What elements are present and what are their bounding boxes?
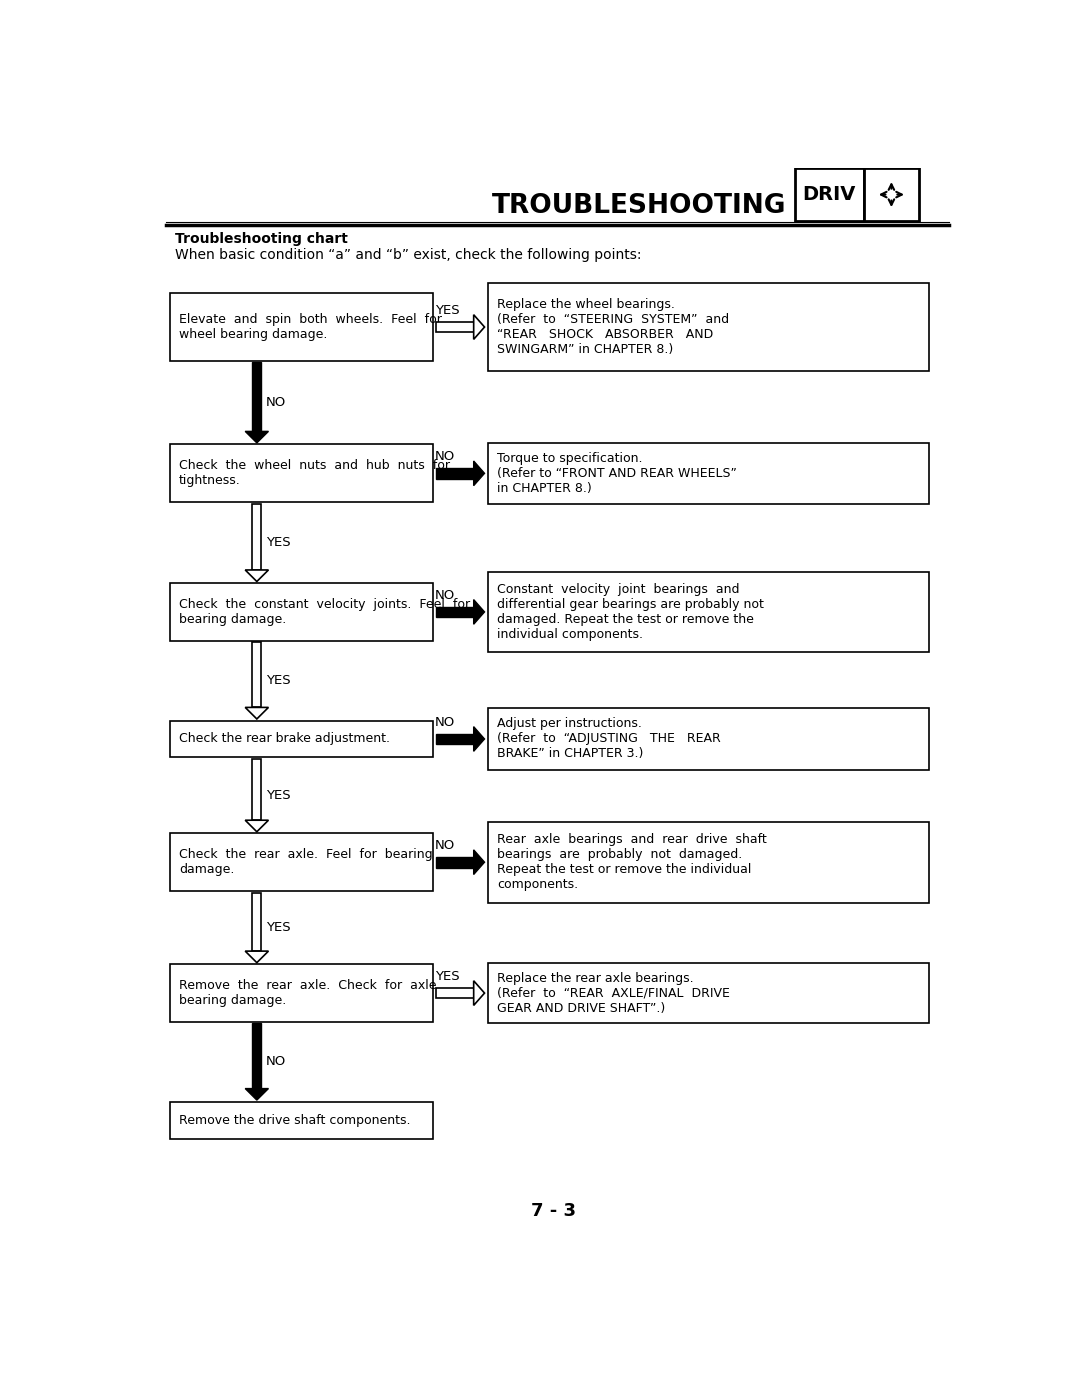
Polygon shape bbox=[245, 432, 269, 443]
Text: NO: NO bbox=[435, 840, 455, 852]
FancyBboxPatch shape bbox=[170, 721, 433, 757]
FancyBboxPatch shape bbox=[488, 821, 930, 902]
FancyBboxPatch shape bbox=[488, 443, 930, 504]
Polygon shape bbox=[436, 988, 474, 999]
Text: Torque to specification.
(Refer to “FRONT AND REAR WHEELS”
in CHAPTER 8.): Torque to specification. (Refer to “FRON… bbox=[497, 451, 737, 495]
Text: NO: NO bbox=[266, 397, 286, 409]
Text: Rear  axle  bearings  and  rear  drive  shaft
bearings  are  probably  not  dama: Rear axle bearings and rear drive shaft … bbox=[497, 833, 767, 891]
Text: Adjust per instructions.
(Refer  to  “ADJUSTING   THE   REAR
BRAKE” in CHAPTER 3: Adjust per instructions. (Refer to “ADJU… bbox=[497, 718, 720, 760]
Polygon shape bbox=[253, 643, 261, 707]
Polygon shape bbox=[253, 893, 261, 951]
Text: YES: YES bbox=[266, 675, 291, 687]
Text: Remove the drive shaft components.: Remove the drive shaft components. bbox=[179, 1113, 410, 1126]
Polygon shape bbox=[474, 314, 485, 339]
FancyBboxPatch shape bbox=[864, 169, 919, 221]
Polygon shape bbox=[474, 599, 485, 624]
FancyBboxPatch shape bbox=[488, 282, 930, 372]
Text: NO: NO bbox=[435, 450, 455, 464]
Polygon shape bbox=[474, 849, 485, 875]
Text: Replace the wheel bearings.
(Refer  to  “STEERING  SYSTEM”  and
“REAR   SHOCK   : Replace the wheel bearings. (Refer to “S… bbox=[497, 298, 729, 356]
Polygon shape bbox=[245, 1088, 269, 1099]
FancyBboxPatch shape bbox=[170, 583, 433, 641]
Text: NO: NO bbox=[435, 717, 455, 729]
Text: When basic condition “a” and “b” exist, check the following points:: When basic condition “a” and “b” exist, … bbox=[175, 249, 642, 263]
Text: DRIV: DRIV bbox=[802, 184, 856, 204]
FancyBboxPatch shape bbox=[488, 708, 930, 770]
Polygon shape bbox=[436, 468, 474, 479]
Text: YES: YES bbox=[266, 789, 291, 802]
Text: Check  the  rear  axle.  Feel  for  bearing
damage.: Check the rear axle. Feel for bearing da… bbox=[179, 848, 433, 876]
Polygon shape bbox=[245, 951, 269, 963]
Polygon shape bbox=[245, 570, 269, 581]
Text: Troubleshooting chart: Troubleshooting chart bbox=[175, 232, 348, 246]
FancyBboxPatch shape bbox=[170, 833, 433, 891]
Text: Replace the rear axle bearings.
(Refer  to  “REAR  AXLE/FINAL  DRIVE
GEAR AND DR: Replace the rear axle bearings. (Refer t… bbox=[497, 971, 730, 1014]
Polygon shape bbox=[436, 856, 474, 868]
Text: Check  the  wheel  nuts  and  hub  nuts  for
tightness.: Check the wheel nuts and hub nuts for ti… bbox=[179, 460, 450, 488]
Text: YES: YES bbox=[435, 305, 460, 317]
Polygon shape bbox=[436, 606, 474, 617]
FancyBboxPatch shape bbox=[488, 963, 930, 1023]
Text: YES: YES bbox=[266, 921, 291, 935]
Text: 7 - 3: 7 - 3 bbox=[531, 1201, 576, 1220]
Text: Remove  the  rear  axle.  Check  for  axle
bearing damage.: Remove the rear axle. Check for axle bea… bbox=[179, 979, 436, 1007]
Polygon shape bbox=[245, 707, 269, 719]
FancyBboxPatch shape bbox=[170, 444, 433, 502]
Text: NO: NO bbox=[435, 590, 455, 602]
Text: YES: YES bbox=[266, 536, 291, 549]
Polygon shape bbox=[253, 1024, 261, 1088]
Polygon shape bbox=[436, 321, 474, 332]
FancyBboxPatch shape bbox=[170, 964, 433, 1023]
Text: NO: NO bbox=[266, 1055, 286, 1069]
Text: Check the rear brake adjustment.: Check the rear brake adjustment. bbox=[179, 732, 390, 746]
Text: TROUBLESHOOTING: TROUBLESHOOTING bbox=[491, 193, 786, 219]
FancyBboxPatch shape bbox=[488, 571, 930, 652]
Text: YES: YES bbox=[435, 970, 460, 983]
FancyBboxPatch shape bbox=[170, 293, 433, 360]
Polygon shape bbox=[474, 981, 485, 1006]
Polygon shape bbox=[253, 362, 261, 432]
FancyBboxPatch shape bbox=[795, 169, 864, 221]
Text: Elevate  and  spin  both  wheels.  Feel  for
wheel bearing damage.: Elevate and spin both wheels. Feel for w… bbox=[179, 313, 442, 341]
Text: Constant  velocity  joint  bearings  and
differential gear bearings are probably: Constant velocity joint bearings and dif… bbox=[497, 583, 764, 641]
Text: Check  the  constant  velocity  joints.  Feel  for
bearing damage.: Check the constant velocity joints. Feel… bbox=[179, 598, 470, 626]
Polygon shape bbox=[436, 733, 474, 745]
Polygon shape bbox=[474, 461, 485, 486]
Polygon shape bbox=[253, 759, 261, 820]
Polygon shape bbox=[474, 726, 485, 752]
Polygon shape bbox=[245, 820, 269, 831]
Polygon shape bbox=[253, 504, 261, 570]
FancyBboxPatch shape bbox=[170, 1102, 433, 1139]
